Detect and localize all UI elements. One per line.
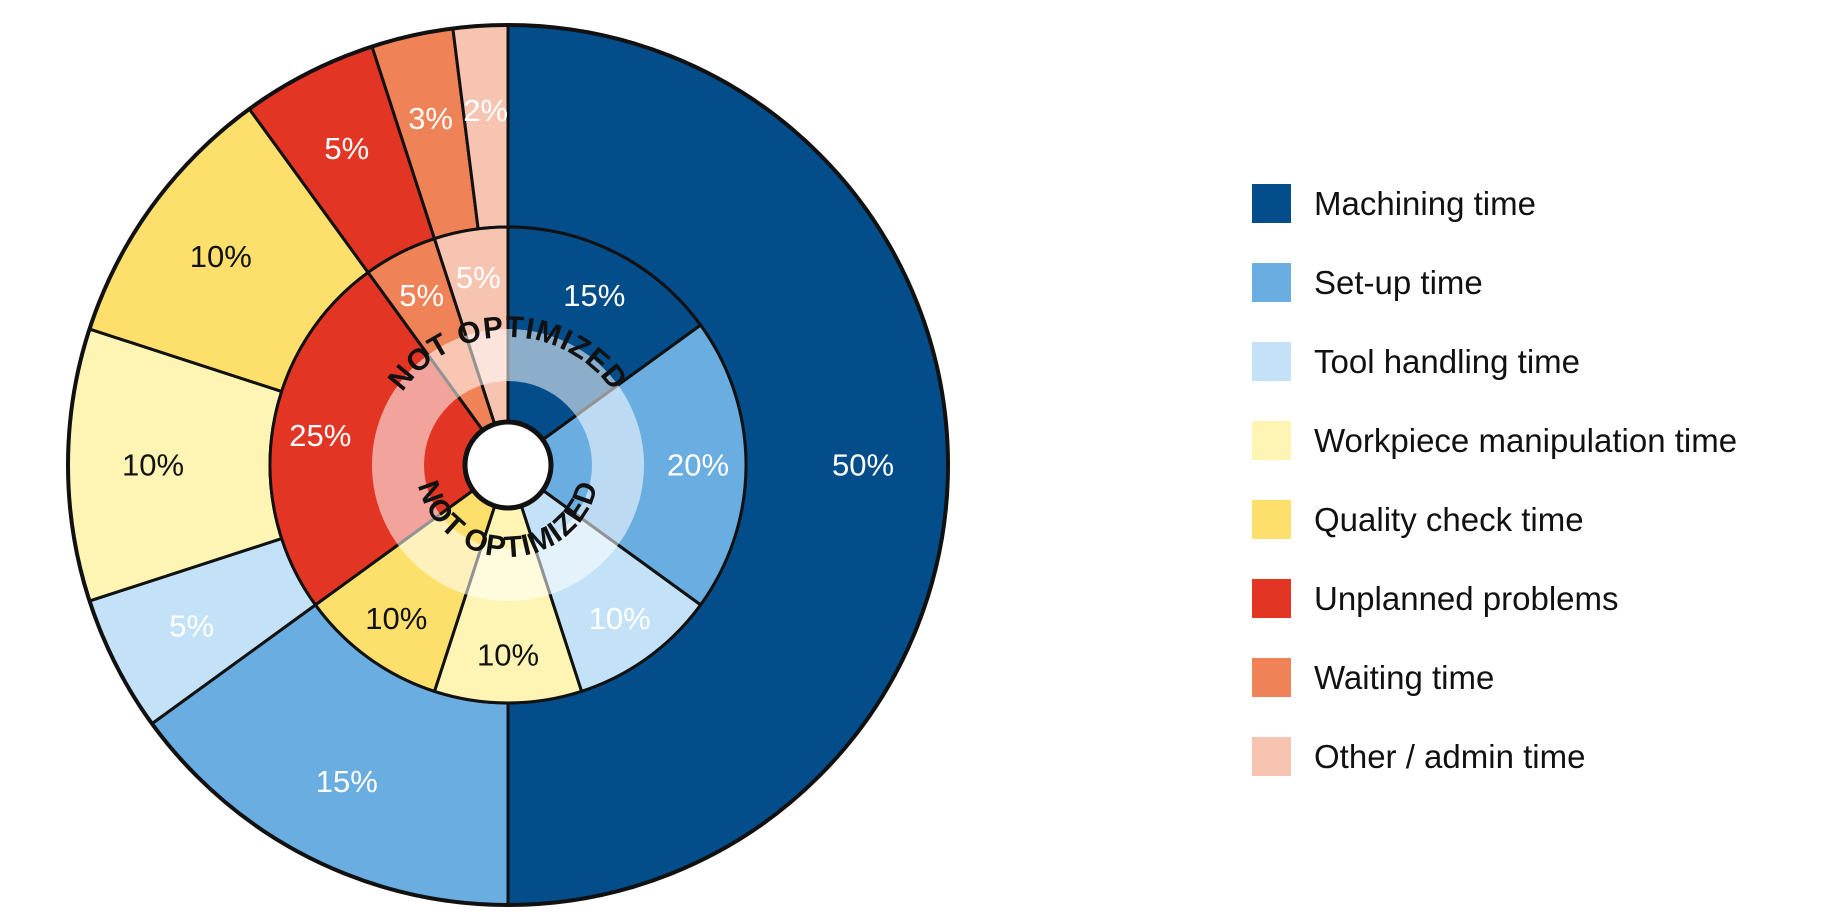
legend-swatch [1252, 579, 1291, 618]
legend-item-waiting-time: Waiting time [1252, 638, 1812, 717]
inner-label-workpiece-manipulation-time: 10% [477, 638, 539, 673]
outer-label-tool-handling-time: 5% [169, 609, 214, 644]
legend-swatch [1252, 342, 1291, 381]
outer-label-quality-check-time: 10% [190, 239, 252, 274]
legend-item-other-admin-time: Other / admin time [1252, 717, 1812, 796]
legend-label: Unplanned problems [1314, 579, 1619, 617]
inner-slice-quality-check-time [313, 461, 511, 694]
legend-item-tool-handling-time: Tool handling time [1252, 322, 1812, 401]
legend-item-unplanned-problems: Unplanned problems [1252, 559, 1812, 638]
not-optimized-band-ring [372, 329, 644, 601]
inner-label-unplanned-problems: 25% [289, 418, 351, 453]
legend-swatch [1252, 658, 1291, 697]
slice-labels: 50% 15% 5% 10% 10% 5% 3% 2% 15% 20% 10% 10% 10% 25% 5%… [122, 93, 894, 799]
inner-label-tool-handling-time: 10% [589, 601, 651, 636]
legend-label: Workpiece manipulation time [1314, 421, 1738, 459]
legend-label: Other / admin time [1314, 737, 1586, 775]
legend-label: Waiting time [1314, 658, 1495, 696]
outer-ring-outline [66, 23, 950, 907]
inner-label-quality-check-time: 10% [365, 601, 427, 636]
outer-ring [66, 23, 950, 907]
not-optimized-band [372, 329, 644, 601]
outer-label-waiting-time: 3% [408, 101, 453, 136]
inner-slice-tool-handling-time [505, 461, 703, 694]
inner-label-waiting-time: 5% [399, 278, 444, 313]
legend-label: Tool handling time [1314, 342, 1580, 380]
legend-item-quality-check-time: Quality check time [1252, 480, 1812, 559]
legend: Machining time Set-up time Tool handling t… [1252, 164, 1812, 796]
outer-label-other-admin-time: 2% [463, 93, 508, 128]
legend-swatch [1252, 263, 1291, 302]
legend-label: Quality check time [1314, 500, 1584, 538]
legend-swatch [1252, 737, 1291, 776]
outer-label-workpiece-manipulation-time: 10% [122, 448, 184, 483]
legend-swatch [1252, 184, 1291, 223]
outer-label-unplanned-problems: 5% [324, 131, 369, 166]
legend-item-workpiece-manipulation-time: Workpiece manipulation time [1252, 401, 1812, 480]
inner-label-machining-time: 15% [563, 278, 625, 313]
legend-item-machining-time: Machining time [1252, 164, 1812, 243]
legend-label: Set-up time [1314, 263, 1483, 301]
inner-label-set-up-time: 20% [667, 448, 729, 483]
outer-label-machining-time: 50% [832, 448, 894, 483]
legend-item-set-up-time: Set-up time [1252, 243, 1812, 322]
inner-slice-machining-time [506, 225, 703, 468]
legend-label: Machining time [1314, 184, 1536, 222]
center-hole [462, 419, 554, 511]
outer-label-set-up-time: 15% [316, 764, 378, 799]
legend-swatch [1252, 421, 1291, 460]
legend-swatch [1252, 500, 1291, 539]
inner-label-other-admin-time: 5% [456, 260, 501, 295]
